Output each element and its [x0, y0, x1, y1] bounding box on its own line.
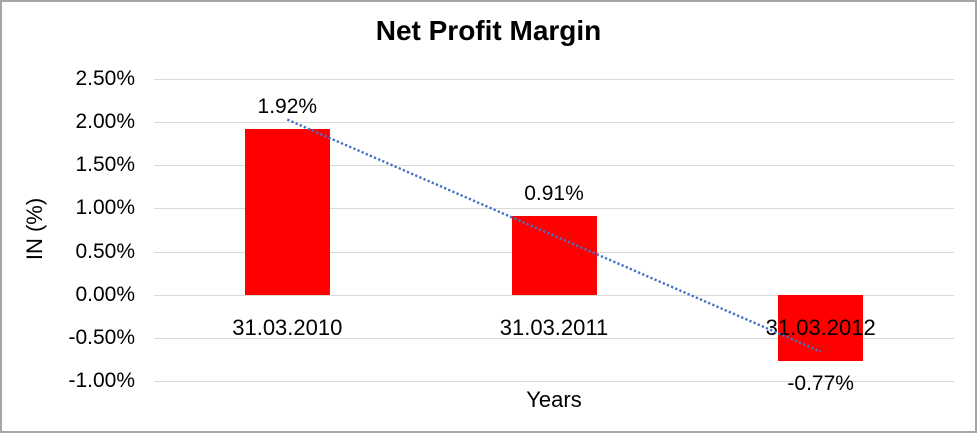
- x-axis-title: Years: [526, 387, 582, 412]
- value-label-31.03.2011: 0.91%: [524, 182, 584, 206]
- y-tick-label--1.00%: -1.00%: [68, 369, 135, 392]
- category-label-31.03.2012: 31.03.2012: [765, 314, 876, 340]
- gridline-2.50%: [154, 79, 954, 80]
- chart-title: Net Profit Margin: [375, 15, 602, 46]
- value-label-31.03.2012: -0.77%: [787, 372, 854, 396]
- y-tick-label-0.00%: 0.00%: [75, 282, 135, 306]
- y-tick-label-2.50%: 2.50%: [75, 67, 135, 90]
- y-tick-label-1.00%: 1.00%: [75, 196, 135, 220]
- category-label-31.03.2010: 31.03.2010: [232, 314, 343, 340]
- y-tick-label--0.50%: -0.50%: [68, 325, 135, 349]
- y-tick-label-0.50%: 0.50%: [75, 239, 135, 263]
- gridline-2.00%: [154, 122, 954, 124]
- y-tick-label-2.00%: 2.00%: [75, 110, 135, 134]
- bar-31.03.2011: [511, 216, 597, 295]
- gridline--1.00%: [154, 381, 954, 382]
- category-label-31.03.2011: 31.03.2011: [499, 314, 609, 340]
- value-label-31.03.2010: 1.92%: [257, 95, 318, 118]
- bar-31.03.2010: [244, 129, 330, 295]
- y-tick-label-1.50%: 1.50%: [75, 153, 135, 177]
